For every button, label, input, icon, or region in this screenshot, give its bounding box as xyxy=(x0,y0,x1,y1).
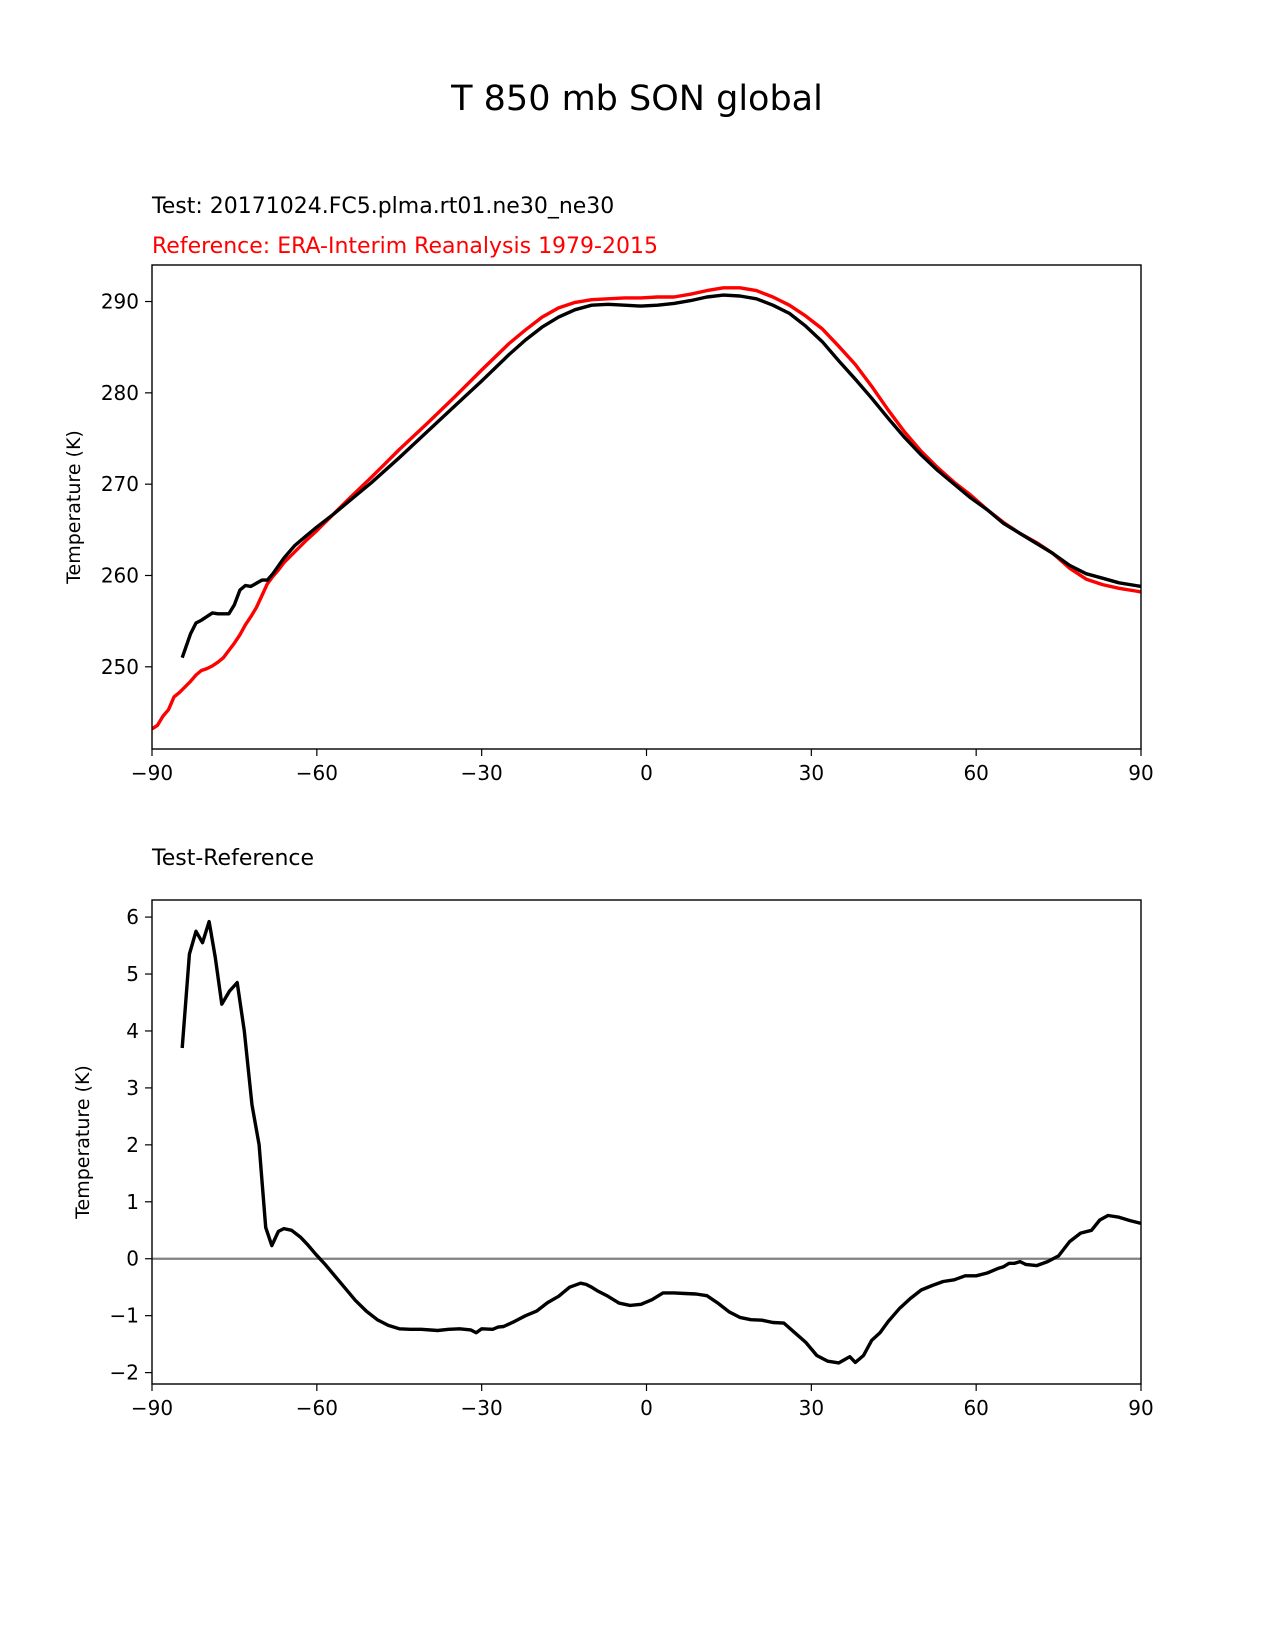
y-tick-label: 0 xyxy=(126,1247,139,1271)
y-tick-label: 250 xyxy=(101,655,139,679)
y-tick-label: 290 xyxy=(101,290,139,314)
top-y-axis: 250 260 270 280 290 xyxy=(101,290,152,679)
y-tick-label: 280 xyxy=(101,381,139,405)
x-tick-label: −60 xyxy=(296,1396,338,1420)
x-tick-label: 30 xyxy=(799,1396,824,1420)
x-tick-label: 0 xyxy=(640,761,653,785)
reference-subtitle: Reference: ERA-Interim Reanalysis 1979-2… xyxy=(152,234,658,259)
x-tick-label: 90 xyxy=(1128,761,1153,785)
y-tick-label: 6 xyxy=(126,905,139,929)
y-tick-label: 1 xyxy=(126,1190,139,1214)
y-tick-label: −2 xyxy=(110,1361,139,1385)
y-tick-label: 5 xyxy=(126,962,139,986)
x-tick-label: −60 xyxy=(296,761,338,785)
bottom-x-axis: −90 −60 −30 0 30 60 90 xyxy=(131,1384,1154,1420)
x-tick-label: 60 xyxy=(963,761,988,785)
x-tick-label: −90 xyxy=(131,1396,173,1420)
series-line-reference xyxy=(152,286,1141,731)
bottom-series-group xyxy=(152,919,1141,1365)
x-tick-label: 0 xyxy=(640,1396,653,1420)
top-x-axis: −90 −60 −30 0 30 60 90 xyxy=(131,749,1154,785)
top-plot-frame xyxy=(151,264,1142,750)
top-series-group xyxy=(152,286,1141,731)
x-tick-label: 30 xyxy=(799,761,824,785)
difference-subtitle: Test-Reference xyxy=(151,846,314,871)
x-tick-label: 90 xyxy=(1128,1396,1153,1420)
top-y-axis-label: Temperature (K) xyxy=(63,430,85,585)
y-tick-label: 2 xyxy=(126,1133,139,1157)
bottom-y-axis: −2 −1 0 1 2 3 4 5 6 xyxy=(110,905,152,1385)
y-tick-label: 4 xyxy=(126,1019,139,1043)
figure-title: T 850 mb SON global xyxy=(450,79,823,119)
y-tick-label: 270 xyxy=(101,472,139,496)
y-tick-label: 3 xyxy=(126,1076,139,1100)
series-line-test xyxy=(180,293,1141,659)
x-tick-label: −30 xyxy=(461,761,503,785)
x-tick-label: −30 xyxy=(461,1396,503,1420)
bottom-plot-frame xyxy=(151,899,1142,1385)
bottom-y-axis-label: Temperature (K) xyxy=(72,1065,94,1220)
x-tick-label: 60 xyxy=(963,1396,988,1420)
test-subtitle: Test: 20171024.FC5.plma.rt01.ne30_ne30 xyxy=(151,194,614,219)
series-line-test-reference xyxy=(180,919,1141,1365)
top-panel: Test: 20171024.FC5.plma.rt01.ne30_ne30 R… xyxy=(63,194,1154,785)
y-tick-label: 260 xyxy=(101,563,139,587)
x-tick-label: −90 xyxy=(131,761,173,785)
bottom-panel: Test-Reference −90 −60 −30 0 30 60 90 −2 −1 0 1 2 3… xyxy=(72,846,1154,1420)
y-tick-label: −1 xyxy=(110,1304,139,1328)
